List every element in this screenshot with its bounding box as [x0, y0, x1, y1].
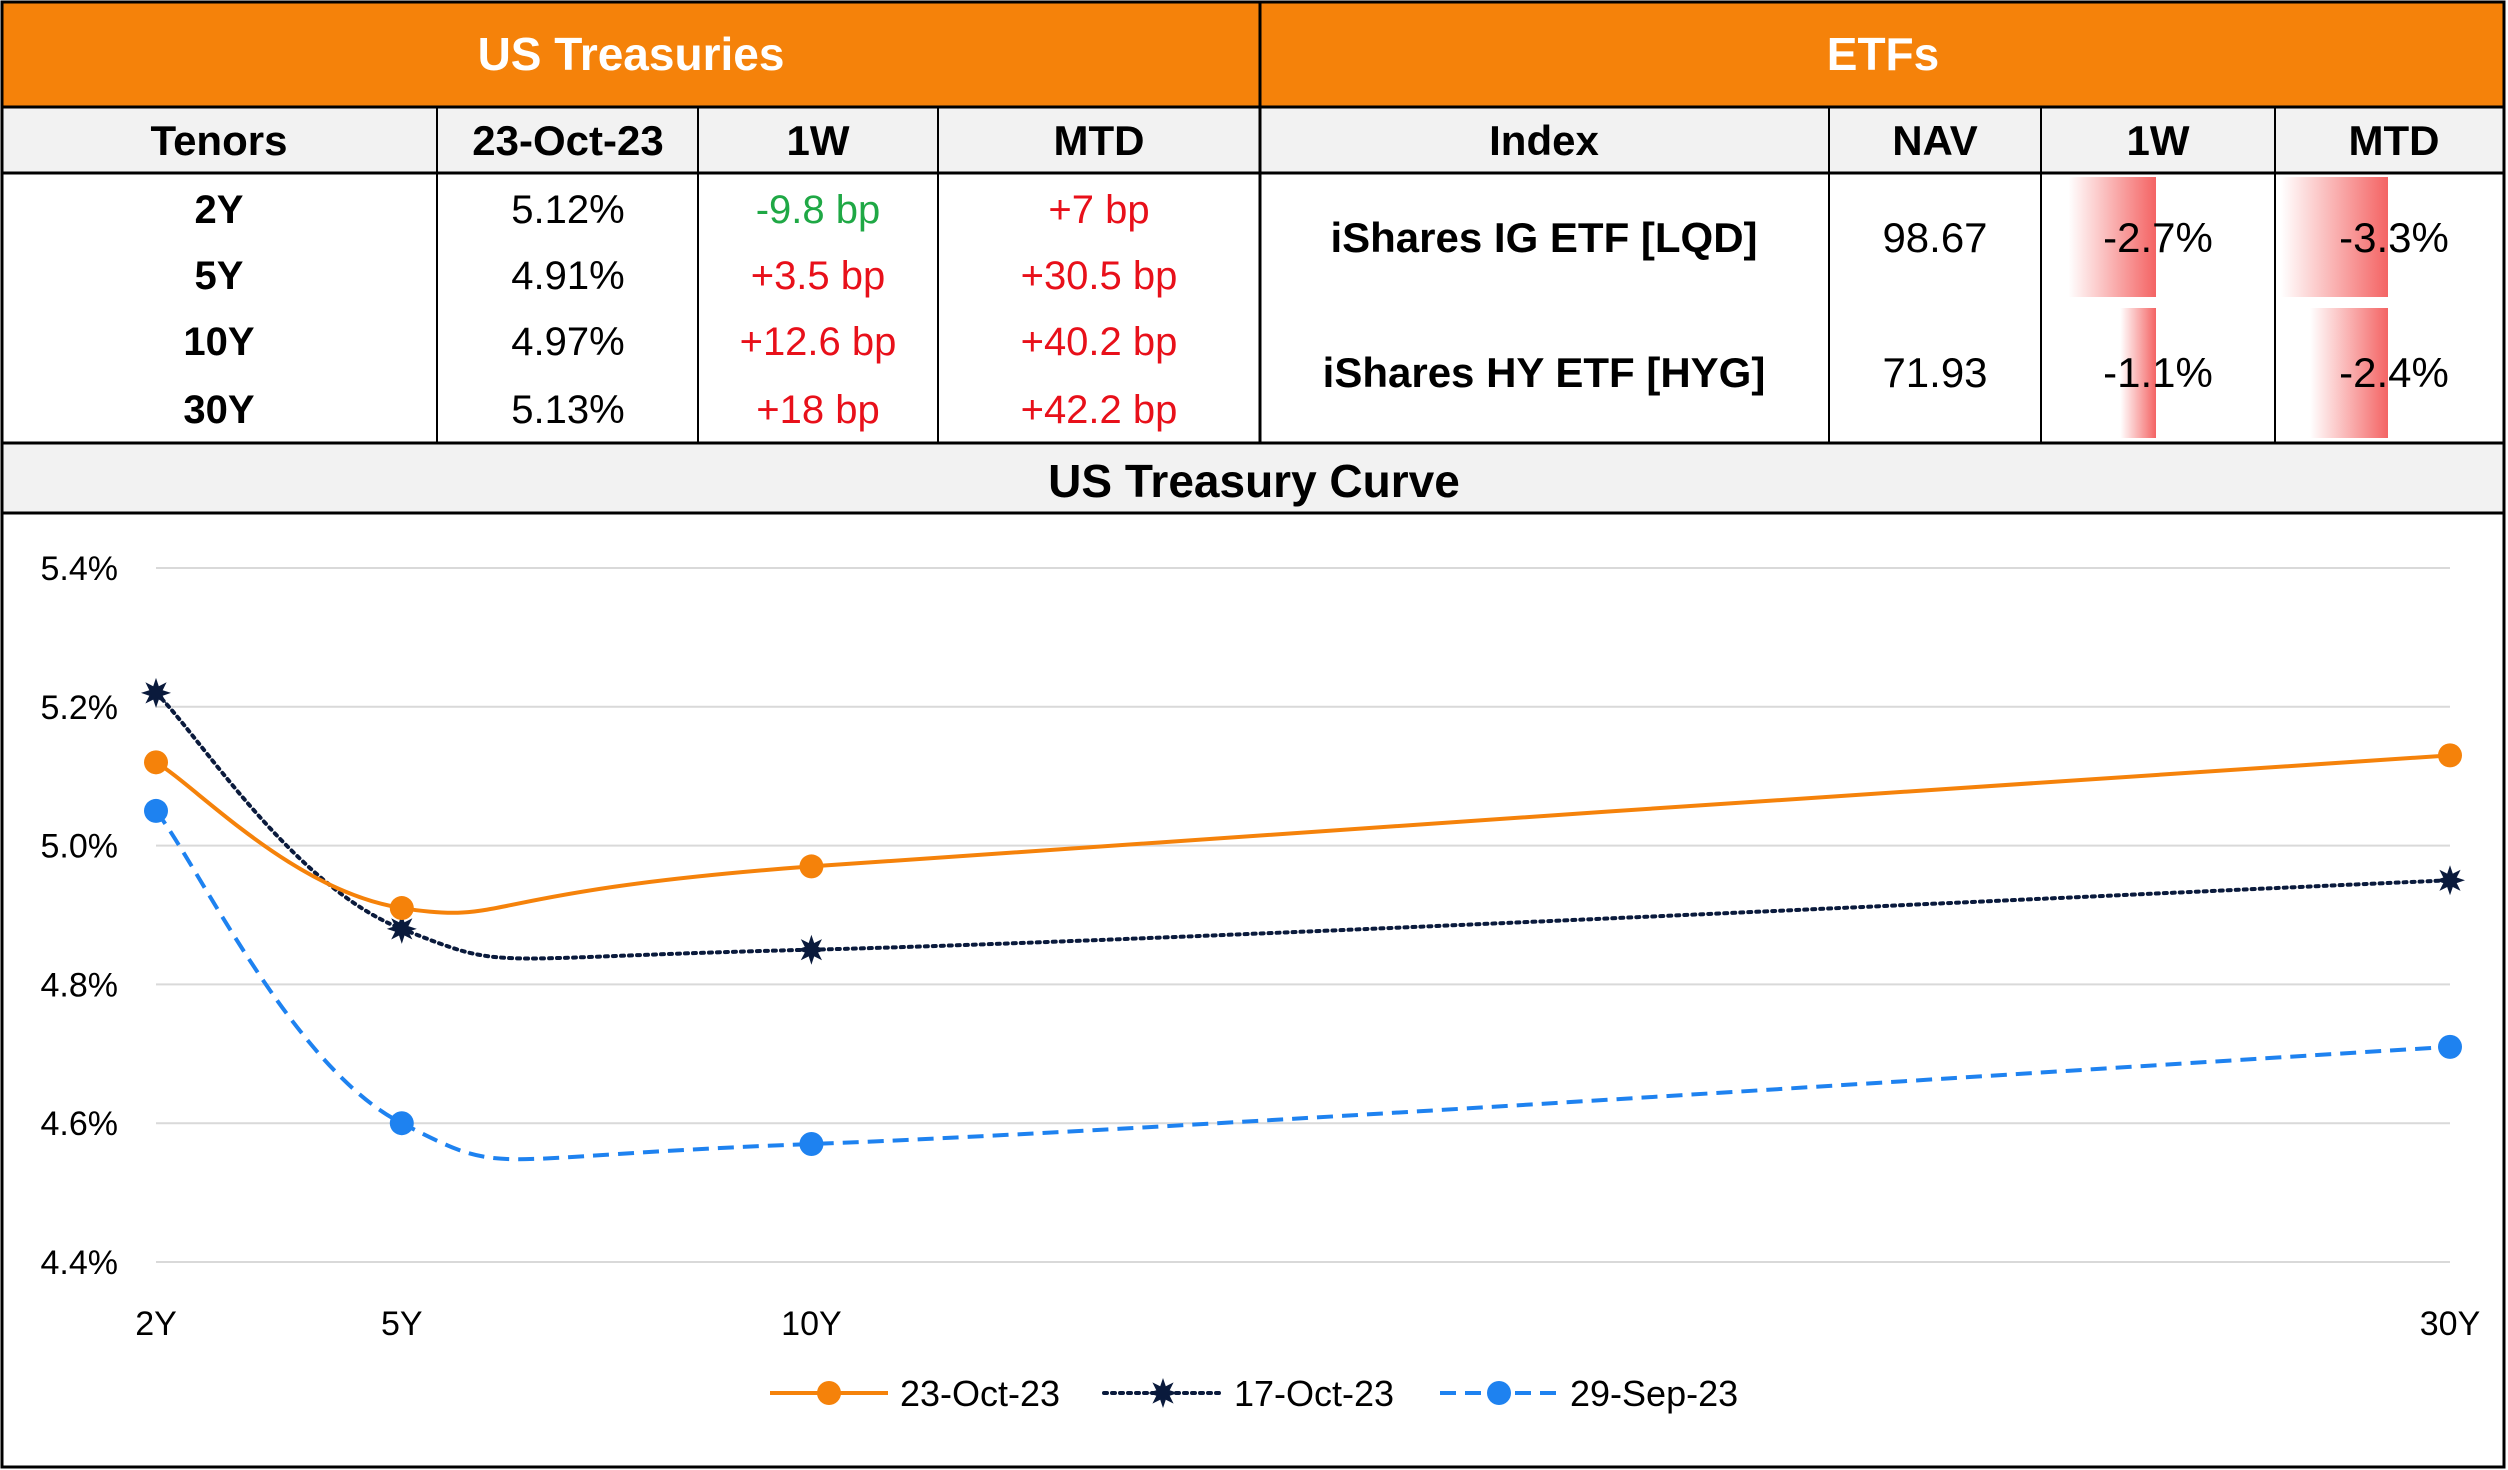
header-index: Index — [1489, 117, 1599, 164]
etf-row: iShares IG ETF [LQD] 98.67 -2.7% -3.3% — [1330, 214, 2448, 261]
treasury-row: 10Y 4.97% +12.6 bp +40.2 bp — [183, 320, 1177, 364]
change-mtd-cell: +7 bp — [1048, 188, 1149, 232]
tenor-cell: 30Y — [183, 388, 254, 432]
treasury-row: 30Y 5.13% +18 bp +42.2 bp — [183, 388, 1177, 432]
data-point — [389, 896, 414, 921]
etf-index-cell: iShares HY ETF [HYG] — [1323, 349, 1766, 396]
etf-nav-cell: 98.67 — [1882, 214, 1987, 261]
x-tick-label: 10Y — [781, 1305, 842, 1343]
yield-cell: 5.12% — [511, 188, 624, 232]
etf-1w-cell: -2.7% — [2103, 214, 2213, 261]
etf-mtd-cell: -2.4% — [2339, 349, 2449, 396]
etfs-header-band — [1260, 3, 2504, 107]
tenor-cell: 10Y — [183, 320, 254, 364]
tenor-cell: 5Y — [195, 254, 244, 298]
change-1w-cell: +18 bp — [756, 388, 879, 432]
legend-marker — [1148, 1378, 1178, 1408]
yield-cell: 4.91% — [511, 254, 624, 298]
treasuries-header-band — [3, 3, 1260, 107]
x-tick-label: 2Y — [135, 1305, 177, 1343]
column-header-row — [3, 107, 2504, 173]
x-tick-label: 5Y — [381, 1305, 423, 1343]
treasury-row: 5Y 4.91% +3.5 bp +30.5 bp — [195, 254, 1178, 298]
etf-change-bar — [2310, 308, 2388, 438]
data-point — [2438, 1034, 2462, 1059]
header-date: 23-Oct-23 — [472, 117, 663, 164]
legend-label: 17-Oct-23 — [1234, 1373, 1394, 1414]
data-point — [2438, 743, 2462, 768]
yield-cell: 5.13% — [511, 388, 624, 432]
legend-label: 29-Sep-23 — [1570, 1373, 1738, 1414]
etf-change-bar — [2120, 308, 2156, 438]
y-tick-label: 5.0% — [41, 828, 119, 866]
y-tick-label: 5.4% — [41, 550, 119, 588]
data-point — [2435, 865, 2465, 896]
etf-change-bar — [2281, 177, 2388, 297]
etf-index-cell: iShares IG ETF [LQD] — [1330, 214, 1757, 261]
y-tick-label: 5.2% — [41, 689, 119, 727]
y-tick-label: 4.4% — [41, 1244, 119, 1282]
series-line — [154, 690, 2452, 961]
y-tick-label: 4.8% — [41, 966, 119, 1004]
treasuries-title: US Treasuries — [478, 28, 785, 80]
y-tick-label: 4.6% — [41, 1105, 119, 1143]
change-1w-cell: +12.6 bp — [740, 320, 897, 364]
etf-row: iShares HY ETF [HYG] 71.93 -1.1% -2.4% — [1323, 349, 2449, 396]
header-etf-1w: 1W — [2127, 117, 2190, 164]
data-point — [386, 913, 417, 944]
yield-cell: 4.97% — [511, 320, 624, 364]
data-point — [799, 854, 824, 879]
data-point — [144, 750, 168, 775]
etf-nav-cell: 71.93 — [1882, 349, 1987, 396]
data-point — [799, 1132, 824, 1157]
legend-label: 23-Oct-23 — [900, 1373, 1060, 1414]
header-treasury-1w: 1W — [787, 117, 850, 164]
header-treasury-mtd: MTD — [1054, 117, 1145, 164]
etf-mtd-cell: -3.3% — [2339, 214, 2449, 261]
chart-title: US Treasury Curve — [1048, 455, 1460, 507]
etf-1w-cell: -1.1% — [2103, 349, 2213, 396]
header-etf-mtd: MTD — [2349, 117, 2440, 164]
chart-title-band — [3, 443, 2504, 513]
series-line — [154, 753, 2451, 915]
change-1w-cell: +3.5 bp — [751, 254, 886, 298]
data-point — [389, 1111, 414, 1136]
header-nav: NAV — [1892, 117, 1978, 164]
change-mtd-cell: +42.2 bp — [1021, 388, 1178, 432]
series-line — [154, 809, 2451, 1162]
treasury-row: 2Y 5.12% -9.8 bp +7 bp — [195, 188, 1150, 232]
header-tenors: Tenors — [151, 117, 288, 164]
data-point — [144, 798, 168, 823]
data-point — [796, 934, 827, 965]
legend-marker — [817, 1381, 841, 1405]
legend-marker — [1487, 1381, 1511, 1405]
etf-change-bar — [2068, 177, 2156, 297]
x-tick-label: 30Y — [2420, 1305, 2481, 1343]
change-1w-cell: -9.8 bp — [756, 188, 881, 232]
etfs-title: ETFs — [1827, 28, 1939, 80]
data-point — [141, 677, 171, 708]
change-mtd-cell: +30.5 bp — [1021, 254, 1178, 298]
tenor-cell: 2Y — [195, 188, 244, 232]
change-mtd-cell: +40.2 bp — [1021, 320, 1178, 364]
